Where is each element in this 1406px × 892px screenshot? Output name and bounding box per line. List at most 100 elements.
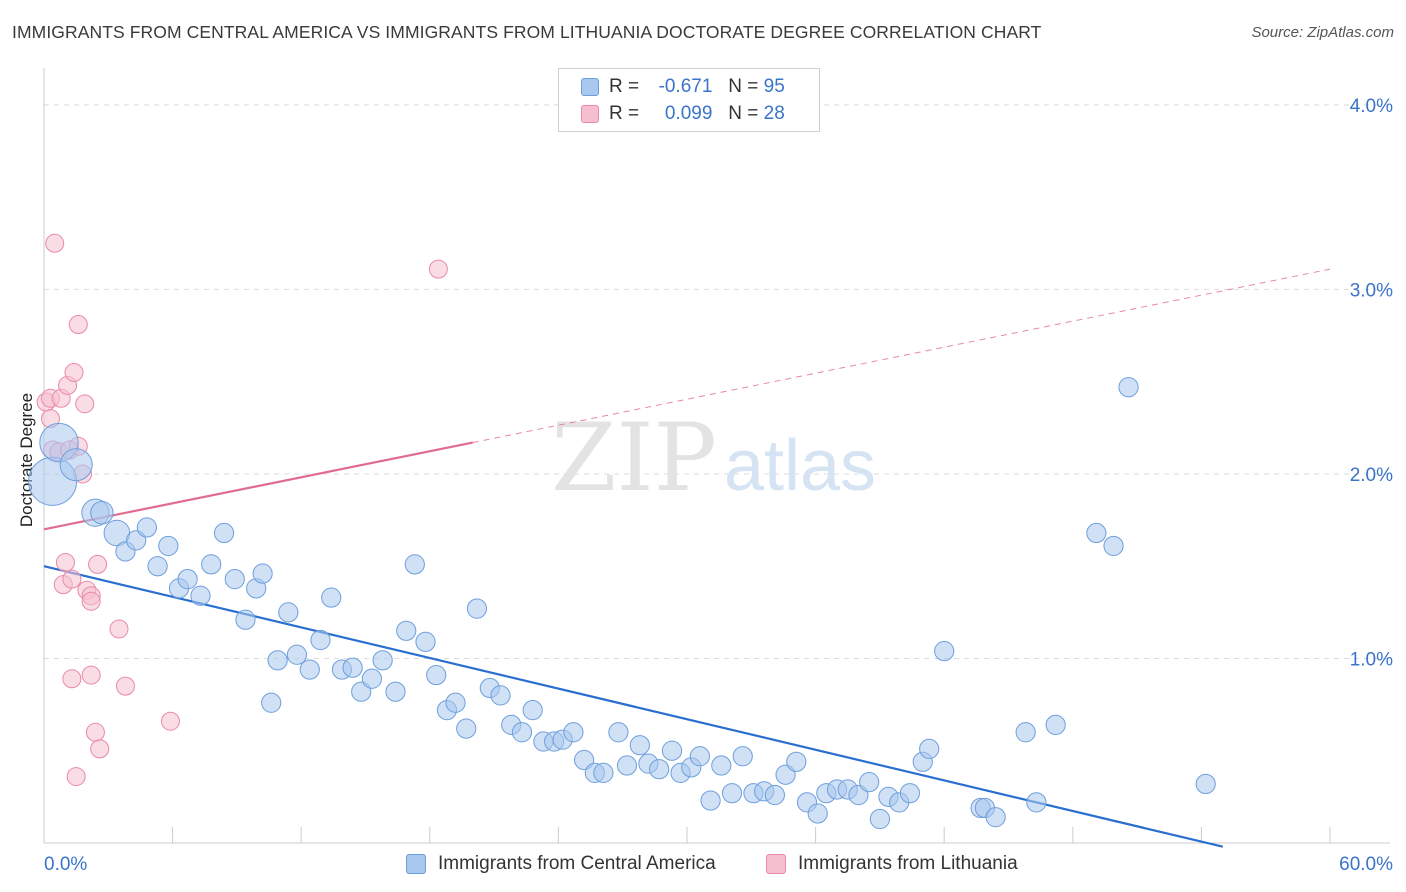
y-tick-label: 2.0% [1350,465,1393,486]
data-point-central-america [278,602,299,623]
data-point-central-america [201,554,222,575]
data-point-central-america [213,522,235,544]
legend-swatch-pink [766,854,786,874]
data-point-lithuania [68,314,88,334]
data-point-lithuania [75,394,95,414]
data-point-central-america [919,738,940,759]
y-tick-label: 3.0% [1350,280,1393,301]
data-point-lithuania [428,259,448,279]
data-point-central-america [224,569,245,590]
data-point-central-america [899,783,921,804]
data-point-central-america [711,755,732,776]
data-point-lithuania [62,669,82,689]
data-point-central-america [1015,722,1036,743]
legend-item-central-america[interactable]: Immigrants from Central America [406,852,716,876]
legend-swatch-blue [406,854,426,874]
data-point-lithuania [81,591,101,611]
data-point-central-america [1195,773,1216,795]
data-point-central-america [511,722,533,743]
points-central-america [28,377,1216,830]
legend-row-central-america: R = -0.671 N = 95 [581,75,785,99]
x-tick-label: 60.0% [1339,854,1393,875]
data-point-central-america [807,803,828,824]
data-point-central-america [267,650,288,671]
correlation-legend: R = -0.671 N = 95 R = 0.099 N = 28 [558,68,820,132]
data-point-central-america [1086,522,1107,544]
gridlines [44,104,1390,659]
data-point-central-america [299,659,320,680]
data-point-lithuania [64,362,84,382]
legend-item-lithuania[interactable]: Immigrants from Lithuania [766,852,1018,876]
data-point-lithuania [160,711,180,731]
y-tick-label: 4.0% [1350,96,1393,117]
data-point-central-america [426,664,447,686]
data-point-lithuania [66,767,86,787]
watermark-zip: ZIP [551,404,717,513]
data-point-central-america [869,808,891,830]
data-point-central-america [593,762,614,783]
data-point-central-america [261,692,282,713]
watermark: ZIP atlas [551,404,876,513]
data-point-central-america [456,718,477,739]
data-point-central-america [90,501,114,525]
data-point-central-america [190,585,211,606]
data-point-lithuania [109,619,129,639]
data-point-central-america [786,751,807,772]
data-point-central-america [385,681,406,702]
data-point-central-america [59,448,93,482]
n-value: 95 [763,76,785,97]
r-value: -0.671 [658,76,713,97]
y-tick-label: 1.0% [1350,649,1393,670]
data-point-central-america [661,740,683,761]
data-point-central-america [522,700,543,721]
data-point-central-america [689,746,710,767]
data-point-lithuania [90,739,110,759]
legend-swatch-blue [581,78,599,96]
data-point-central-america [563,722,584,743]
data-point-lithuania [62,569,82,589]
data-point-central-america [404,554,425,575]
source-credit: Source: ZipAtlas.com [1251,24,1394,41]
data-point-central-america [321,587,342,608]
trend-line-lithuania [43,441,473,531]
data-point-central-america [732,746,753,767]
data-point-central-america [1103,535,1124,557]
data-point-central-america [235,609,256,630]
chart-title: IMMIGRANTS FROM CENTRAL AMERICA VS IMMIG… [12,22,1042,42]
data-point-lithuania [85,722,105,742]
data-point-central-america [934,640,955,662]
legend-swatch-pink [581,105,599,123]
data-point-central-america [445,692,466,713]
data-point-central-america [859,772,880,793]
data-point-central-america [700,790,721,811]
data-point-central-america [136,517,157,538]
legend-label: Immigrants from Central America [438,853,716,874]
data-point-lithuania [45,233,65,253]
data-point-lithuania [55,553,75,573]
data-point-central-america [415,631,436,652]
axes [43,68,1390,844]
data-point-central-america [252,563,273,584]
n-label: N = [728,103,759,124]
n-value: 28 [763,103,785,124]
data-point-central-america [177,569,198,590]
data-point-lithuania [81,665,101,685]
data-point-central-america [985,807,1006,828]
n-label: N = [728,76,759,97]
data-point-central-america [764,784,785,806]
data-point-central-america [372,650,393,671]
data-point-central-america [466,598,488,619]
data-point-central-america [1026,792,1047,813]
data-point-central-america [721,783,743,804]
r-label: R = [609,103,640,124]
data-point-central-america [310,629,331,651]
data-point-central-america [286,644,308,665]
legend-label: Immigrants from Lithuania [798,853,1018,874]
data-point-central-america [158,535,179,557]
legend-row-lithuania: R = 0.099 N = 28 [581,102,785,126]
r-value: 0.099 [664,103,713,124]
data-point-central-america [616,755,638,776]
watermark-atlas: atlas [724,426,876,506]
data-point-central-america [649,759,670,780]
